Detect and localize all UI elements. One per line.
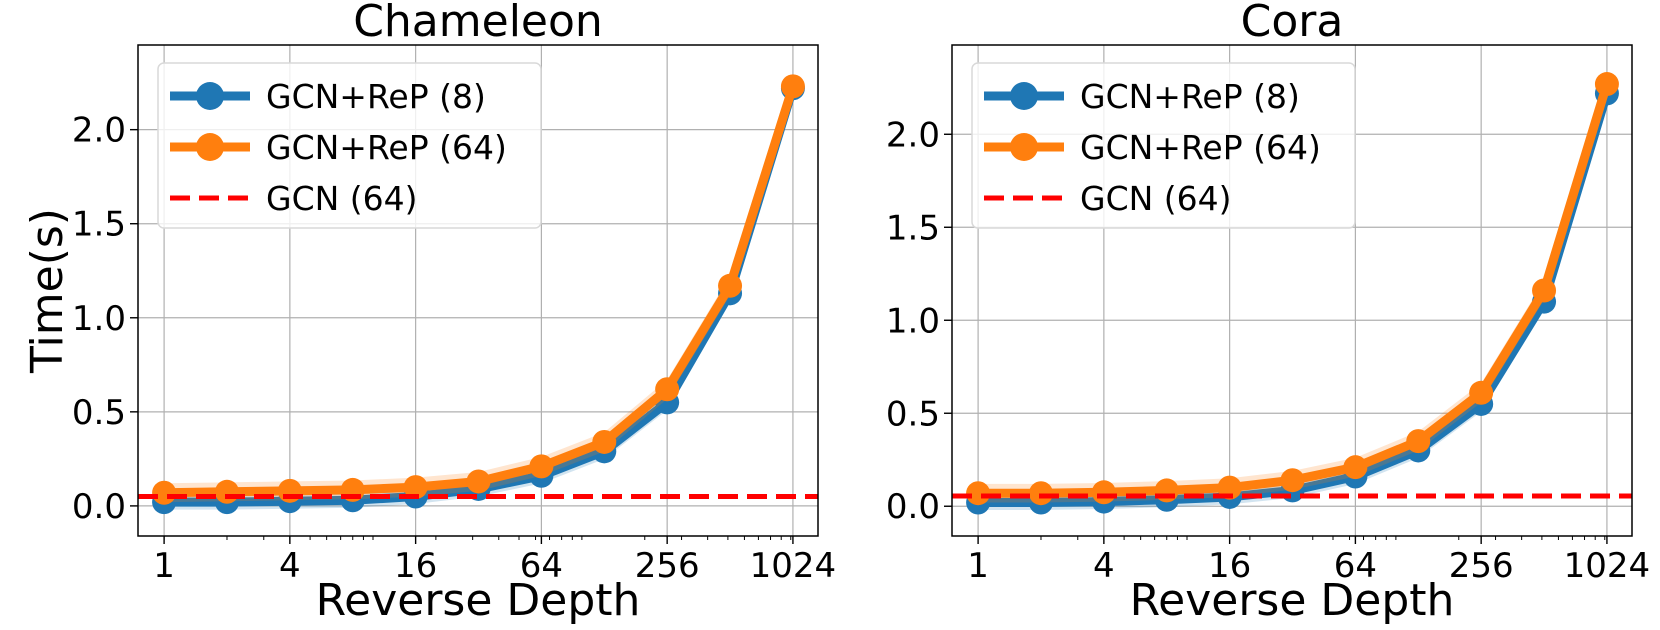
legend-marker-gcn-rep-8 [196,82,224,110]
series-point-gcn-rep-64 [780,74,805,99]
legend-label-gcn-rep-8: GCN+ReP (8) [1080,77,1300,116]
plot-title: Chameleon [353,0,603,47]
x-tick-label: 256 [635,546,700,586]
legend-marker-gcn-rep-8 [1010,82,1038,110]
y-tick-label: 0.0 [72,487,126,527]
y-tick-label: 2.0 [72,111,126,151]
legend-label-gcn-rep-64: GCN+ReP (64) [266,128,507,167]
y-tick-label: 1.0 [886,301,940,341]
series-point-gcn-rep-64 [718,273,743,298]
x-tick-label: 1 [967,546,989,586]
x-axis-title: Reverse Depth [316,575,641,626]
x-tick-label: 64 [520,546,563,586]
y-tick-label: 2.0 [886,115,940,155]
series-point-gcn-rep-64 [655,377,680,402]
series-point-gcn-rep-64 [1406,429,1431,454]
legend-marker-gcn-rep-64 [196,133,224,161]
y-axis-title: Time(s) [22,208,73,374]
y-tick-label: 1.5 [886,208,940,248]
plot-area [952,72,1632,515]
chart-chameleon: 1 4 16 64 256 1024 0.0 0.5 1.0 1.5 2.0 Chameleon Rev… [22,0,836,626]
y-tick-label: 1.0 [72,299,126,339]
series-point-gcn-rep-64 [1594,72,1619,97]
x-tick-label: 256 [1449,546,1514,586]
x-tick-label: 4 [1093,546,1115,586]
x-tick-label: 1 [153,546,175,586]
axes-frame [137,44,819,537]
series-point-gcn-rep-64 [1532,278,1557,303]
y-tick-label: 0.0 [886,487,940,527]
series-point-gcn-rep-64 [592,429,617,454]
x-tick-label: 4 [279,546,301,586]
series-point-gcn-rep-64 [152,480,177,505]
x-axis-title: Reverse Depth [1130,575,1455,626]
series-point-gcn-rep-64 [1343,455,1368,480]
x-tick-label: 64 [1334,546,1377,586]
plot-title: Cora [1241,0,1344,47]
series-point-gcn-rep-64 [214,479,239,504]
axes-frame [951,44,1633,537]
series-point-gcn-rep-64 [1280,468,1305,493]
series-point-gcn-rep-64 [966,481,991,506]
legend-label-gcn-rep-64: GCN+ReP (64) [1080,128,1321,167]
series-point-gcn-rep-64 [466,469,491,494]
x-tick-label: 1024 [750,546,837,586]
y-tick-label: 0.5 [72,393,126,433]
legend-label-gcn-rep-8: GCN+ReP (8) [266,77,486,116]
legend-box [157,62,542,229]
series-point-gcn-rep-64 [1028,481,1053,506]
legend-box [971,62,1356,229]
legend-label-gcn-64: GCN (64) [266,179,418,218]
y-tick-label: 0.5 [886,394,940,434]
series-point-gcn-rep-64 [403,475,428,500]
legend-marker-gcn-rep-64 [1010,133,1038,161]
x-tick-label: 16 [1208,546,1251,586]
series-point-gcn-rep-64 [1154,478,1179,503]
series-point-gcn-rep-64 [1469,380,1494,405]
series-point-gcn-rep-64 [1091,480,1116,505]
series-point-gcn-rep-64 [529,454,554,479]
y-tick-label: 1.5 [72,205,126,245]
chart-cora: 1 4 16 64 256 1024 0.0 0.5 1.0 1.5 2.0 Cora Reverse … [886,0,1650,626]
x-tick-label: 1024 [1564,546,1651,586]
series-point-gcn-rep-64 [277,478,302,503]
legend-label-gcn-64: GCN (64) [1080,179,1232,218]
plot-area [138,74,818,515]
x-tick-label: 16 [394,546,437,586]
